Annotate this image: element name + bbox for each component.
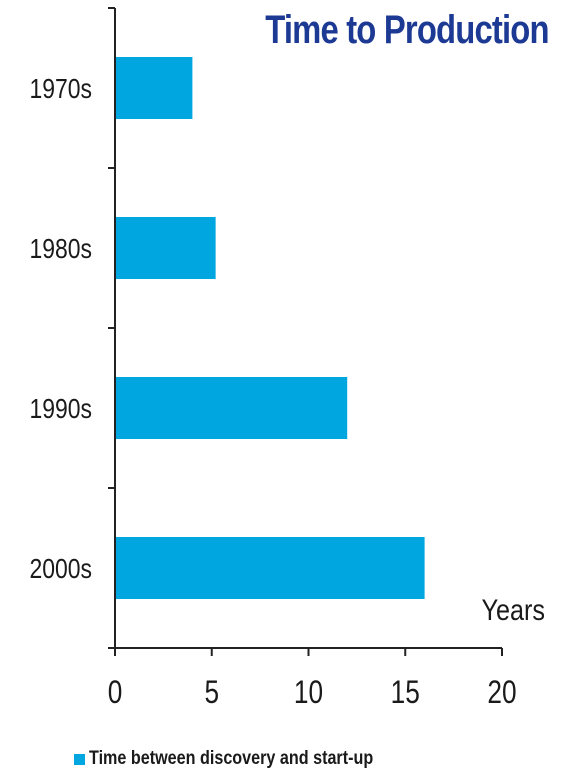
x-tick-label: 20 bbox=[487, 676, 516, 711]
x-tick-label: 0 bbox=[108, 676, 123, 711]
y-tick-label: 1990s bbox=[29, 394, 92, 425]
x-tick-label: 10 bbox=[294, 676, 323, 711]
bar-2000s bbox=[115, 537, 425, 599]
x-tick-label: 5 bbox=[204, 676, 219, 711]
x-axis-label: Years bbox=[482, 593, 545, 627]
legend-swatch bbox=[74, 753, 85, 765]
y-tick-label: 1970s bbox=[29, 74, 92, 105]
bar-1970s bbox=[115, 57, 193, 119]
y-tick-label: 1980s bbox=[29, 234, 92, 265]
x-tick-label: 15 bbox=[391, 676, 420, 711]
bar-1980s bbox=[115, 217, 216, 279]
legend-label: Time between discovery and start-up bbox=[89, 748, 374, 769]
chart-legend: Time between discovery and start-up bbox=[74, 748, 423, 770]
chart-title: Time to Production bbox=[265, 8, 550, 52]
bar-1990s bbox=[115, 377, 348, 439]
y-tick-label: 2000s bbox=[29, 554, 92, 585]
